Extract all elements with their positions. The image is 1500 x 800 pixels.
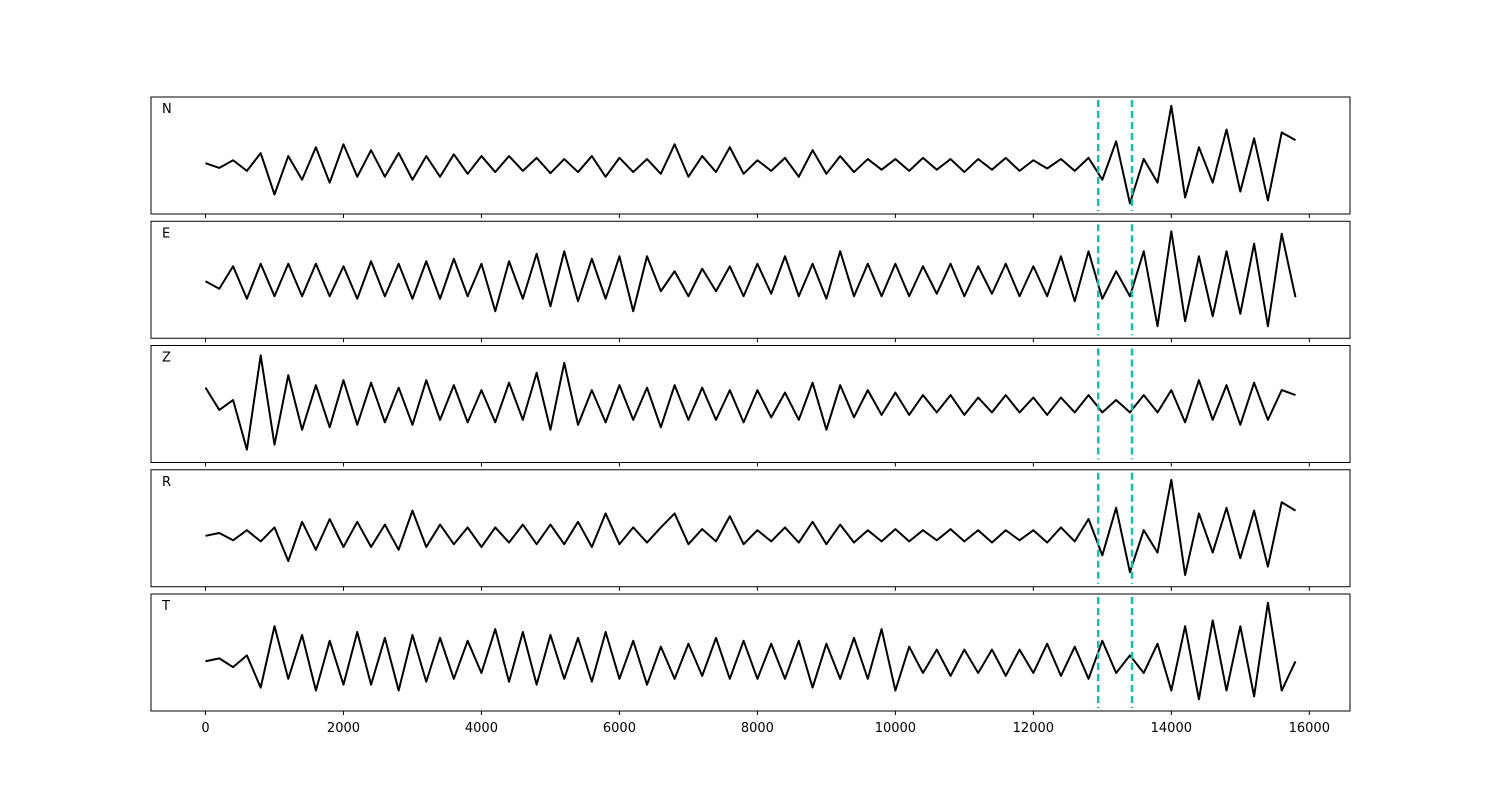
x-tick-label: 10000 [875,721,916,736]
panel-frame [150,469,1351,588]
trace [205,230,1297,328]
trace [205,478,1297,576]
x-tick-label: 2000 [327,721,360,736]
trace [205,104,1296,205]
x-tick-label: 8000 [741,721,774,736]
panel-label: E [162,226,170,241]
panel-label: R [162,475,171,490]
panel-frame [150,96,1351,215]
x-tick-label: 6000 [603,721,636,736]
x-tick-label: 16000 [1289,721,1330,736]
x-tick-label: 14000 [1151,721,1192,736]
trace [205,601,1297,701]
panel-label: N [162,102,172,117]
panel-label: T [161,599,170,614]
panel-frame [150,593,1351,712]
x-tick-label: 0 [201,721,209,736]
x-tick-label: 4000 [465,721,498,736]
trace [204,354,1296,451]
x-tick-label: 12000 [1013,721,1054,736]
panel-label: Z [162,351,171,366]
